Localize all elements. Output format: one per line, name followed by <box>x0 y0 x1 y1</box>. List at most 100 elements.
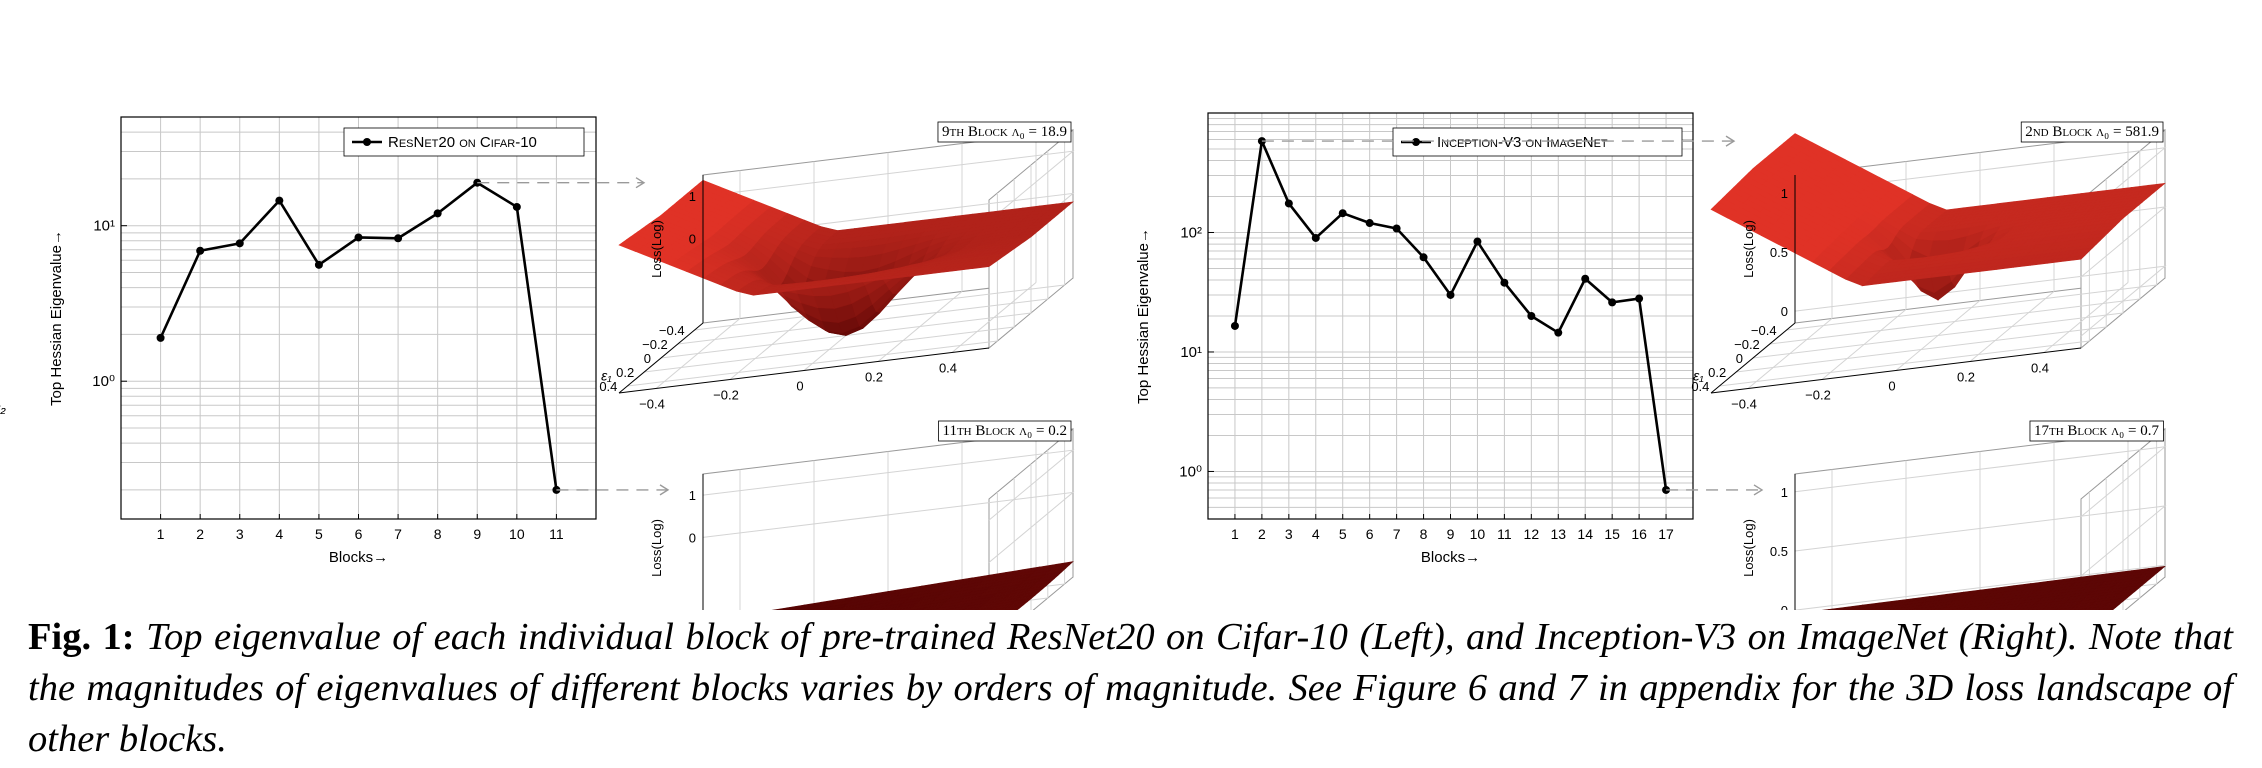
surface-facet <box>1955 606 1975 610</box>
data-point <box>1338 209 1347 218</box>
surface-title-text: 11th Block λ₀ = 0.2 <box>943 423 1067 439</box>
surface-title: 2nd Block λ₀ = 581.9 <box>2020 121 2164 143</box>
z-tick-label: 0.5 <box>1770 544 1788 559</box>
x-tick-label: 9 <box>1447 526 1455 542</box>
legend-label: ResNet20 on Cifar-10 <box>388 134 537 151</box>
x-tick-label: 10 <box>1470 526 1486 542</box>
data-point <box>1581 274 1590 283</box>
data-point <box>354 233 363 242</box>
floor-grid <box>1752 312 2124 359</box>
surface-title-text: 9th Block λ₀ = 18.9 <box>942 124 1067 140</box>
e1-tick-label: 0.4 <box>1691 379 1709 394</box>
axis-e1 <box>1710 322 1796 394</box>
x-tick-label: 5 <box>315 526 323 542</box>
e1-tick-label: 0.2 <box>616 365 634 380</box>
surface-facet <box>943 608 952 610</box>
surface-facet <box>1710 205 1733 219</box>
surface-facet <box>910 607 926 610</box>
surface-title-text: 17th Block λ₀ = 0.7 <box>2034 423 2160 439</box>
y-tick-label: 10² <box>1180 224 1202 241</box>
floor-grid <box>877 291 963 362</box>
z-axis-label: Loss(Log) <box>649 519 664 577</box>
connector-resnet-block9-arrow <box>635 177 646 189</box>
surface-facet <box>1884 607 1903 610</box>
data-point <box>1527 312 1536 320</box>
axis-e2 <box>618 347 990 394</box>
wall-grid <box>702 150 1075 222</box>
y-tick-label: 10¹ <box>1180 344 1202 361</box>
e1-axis-label: ε₁ <box>601 368 612 384</box>
wall-grid <box>1794 505 2167 577</box>
x-axis-label: Blocks→ <box>1421 549 1480 566</box>
data-point <box>1635 294 1644 303</box>
wall-grid <box>702 491 1075 563</box>
e2-tick-label: 0.2 <box>1957 370 1975 385</box>
data-point <box>512 202 521 211</box>
e1-tick-label: −0.4 <box>1751 323 1777 338</box>
legend-box <box>1392 127 1683 157</box>
z-tick-label: 1 <box>689 189 696 204</box>
data-point <box>1230 321 1239 330</box>
e2-tick-label: −0.4 <box>639 397 665 412</box>
surface-mesh <box>1821 565 2166 610</box>
surface-facet <box>2097 607 2117 610</box>
surface-facet <box>1905 608 1916 610</box>
legend-marker <box>1412 138 1420 146</box>
surface-mesh <box>618 179 1074 337</box>
e1-tick-label: −0.4 <box>659 323 685 338</box>
wall-grid <box>1794 564 2167 610</box>
x-tick-label: 15 <box>1604 526 1620 542</box>
e1-tick-label: 0.4 <box>599 379 617 394</box>
surface-facet <box>825 606 844 610</box>
surface-plot-s_r11: −0.4−0.200.20.4−0.4−0.200.20.4−2−101ε₂ε₁… <box>649 0 1075 610</box>
axis-e1 <box>618 322 704 394</box>
x-tick-label: 11 <box>1497 526 1512 542</box>
surface-title-box <box>2020 121 2164 143</box>
surface-facet <box>2031 608 2044 610</box>
surface-facet <box>2074 608 2087 610</box>
z-tick-label: 0.5 <box>1770 245 1788 260</box>
surface-plot-s_r9: −0.4−0.200.20.4−0.4−0.200.20.4−2−101ε₂ε₁… <box>0 0 1075 416</box>
connector-inception-block2-arrow <box>1725 135 1736 147</box>
e2-tick-label: 0 <box>796 379 803 394</box>
z-tick-label: −1 <box>681 0 696 3</box>
data-point <box>1500 278 1509 287</box>
x-tick-label: 12 <box>1524 526 1540 542</box>
x-tick-label: 16 <box>1631 526 1647 542</box>
surface-title: 9th Block λ₀ = 18.9 <box>937 121 1072 143</box>
surface-facet <box>880 606 900 610</box>
z-tick-label: 1 <box>1781 186 1788 201</box>
surface-title-box <box>938 420 1072 442</box>
z-tick-label: −1 <box>681 0 696 3</box>
x-tick-label: 6 <box>1366 526 1374 542</box>
line-chart-inception: 1 2 3 4 5 6 7 8 9 10 11 12 13 14 15 16 1710⁰10¹10²Blocks… <box>1135 112 1694 566</box>
surface-facet <box>859 608 870 610</box>
x-tick-label: 5 <box>1339 526 1347 542</box>
e1-tick-label: −0.2 <box>1734 337 1760 352</box>
x-tick-label: 10 <box>509 526 525 542</box>
surface-facet <box>990 607 1008 610</box>
e2-tick-label: 0.4 <box>2031 361 2049 376</box>
legend-marker <box>363 138 371 146</box>
caption-label: Fig. 1: <box>28 616 135 658</box>
data-point <box>235 239 244 248</box>
x-tick-label: 6 <box>355 526 363 542</box>
z-tick-label: 1 <box>1781 485 1788 500</box>
caption-text: Top eigenvalue of each individual block … <box>28 616 2234 760</box>
z-tick-label: −2 <box>681 0 696 3</box>
surface-plot-s_i17: −0.4−0.200.20.4−0.4−0.200.20.400.51ε₂ε₁L… <box>1741 420 2167 610</box>
e1-tick-label: 0.2 <box>1708 365 1726 380</box>
e1-axis-label: ε₁ <box>1693 368 1704 384</box>
surface-facet <box>976 606 995 610</box>
x-tick-label: 8 <box>1420 526 1428 542</box>
surface-facet <box>1005 607 1021 610</box>
e2-tick-label: −0.4 <box>1731 397 1757 412</box>
data-point <box>1392 224 1401 233</box>
x-tick-label: 13 <box>1550 526 1566 542</box>
surface-facet <box>842 607 857 610</box>
data-point <box>1473 237 1482 246</box>
x-tick-label: 9 <box>473 526 481 542</box>
x-tick-label: 7 <box>1393 526 1401 542</box>
wall-grid <box>1794 446 2167 518</box>
connector-resnet-block11-arrow <box>659 484 670 496</box>
